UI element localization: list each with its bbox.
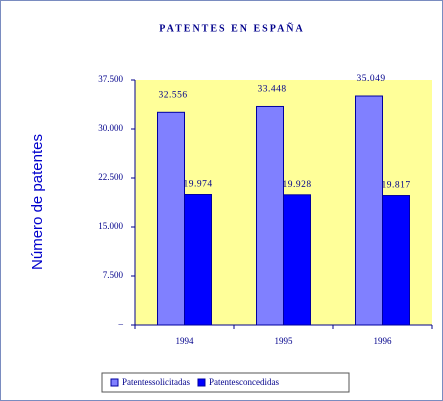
bar [256, 105, 284, 326]
x-tick-label: 1996 [374, 336, 393, 346]
bar [157, 111, 185, 326]
y-axis-label: Número de patentes [29, 134, 46, 270]
y-tick-label: 7.500 [103, 270, 124, 280]
y-tick-label: – [118, 319, 124, 329]
legend-label: Patentessolicitadas [122, 377, 190, 387]
x-tick-label: 1994 [176, 336, 195, 346]
value-label: 33.448 [257, 85, 286, 95]
y-tick-label: 22.500 [98, 172, 123, 182]
value-label: 32.556 [158, 90, 187, 100]
legend-box [101, 372, 350, 393]
legend-swatch [110, 378, 119, 387]
bar [184, 194, 212, 326]
y-tick-label: 37.500 [98, 74, 123, 84]
y-tick-label: 30.000 [98, 123, 123, 133]
legend-label: Patentesconcedidas [209, 377, 279, 387]
bar [355, 95, 383, 326]
value-label: 19.817 [382, 181, 411, 191]
bar [382, 195, 410, 326]
value-label: 19.974 [184, 180, 213, 190]
x-tick-label: 1995 [275, 336, 294, 346]
y-tick-label: 15.000 [98, 221, 123, 231]
value-label: 19.928 [283, 180, 312, 190]
bar [283, 194, 311, 326]
value-label: 35.049 [356, 74, 385, 84]
chart-title: PATENTES EN ESPAÑA [159, 22, 304, 34]
legend-swatch [197, 378, 206, 387]
